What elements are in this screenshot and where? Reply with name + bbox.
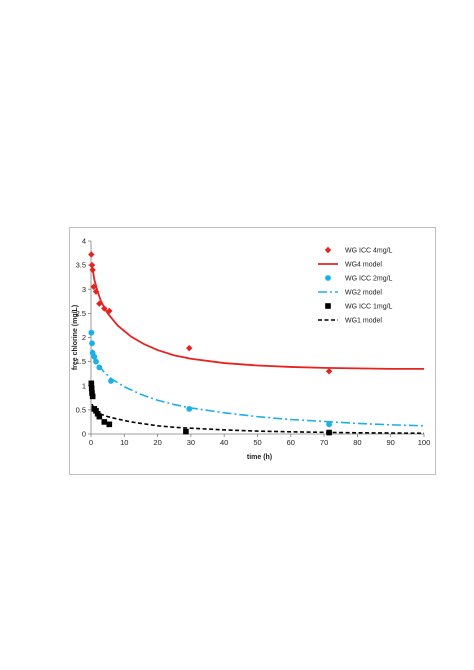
data-point (92, 288, 100, 295)
legend-label: WG ICC 4mg/L (345, 248, 393, 255)
data-point (90, 283, 97, 291)
y-tick-label: 1 (82, 381, 86, 390)
x-tick-label: 20 (153, 438, 161, 447)
chart-svg: 00.511.522.533.540 10 20 30 40 50 60 70 80 90 100 … (72, 237, 431, 462)
data-point (89, 340, 95, 347)
y-tick-label: 1.5 (76, 357, 86, 366)
legend-label: WG4 model (345, 262, 382, 269)
x-tick-label: 70 (320, 438, 328, 447)
data-point (96, 364, 103, 371)
data-point (89, 390, 95, 396)
data-point (91, 353, 98, 360)
data-point (96, 413, 103, 420)
data-point (93, 408, 99, 414)
y-tick-label: 3.5 (76, 261, 86, 270)
data-point (186, 406, 193, 412)
plot-area (88, 251, 425, 436)
data-point (186, 344, 193, 352)
y-tick-label: 2.5 (76, 309, 86, 318)
legend-marker (324, 246, 332, 254)
data-point (88, 261, 96, 269)
data-point (325, 368, 333, 375)
y-tick-label: 2 (82, 333, 86, 342)
y-axis-title: free chlorine (mg/L) (72, 305, 79, 370)
x-tick-label: 90 (387, 438, 395, 447)
legend-label: WG2 model (345, 290, 382, 297)
legend-marker (325, 303, 331, 309)
y-tick-label: 4 (82, 237, 86, 246)
data-point (89, 393, 96, 400)
series-line (91, 264, 424, 370)
data-point (88, 329, 95, 336)
data-point (101, 305, 108, 312)
data-point (96, 300, 103, 307)
y-tick-label: 0.5 (76, 405, 86, 414)
x-tick-label: 30 (187, 438, 195, 447)
data-point (88, 251, 95, 258)
axes: 00.511.522.533.540 10 20 30 40 50 60 70 80 90 100 (76, 237, 431, 448)
data-point (101, 419, 108, 425)
x-axis-title: time (h) (247, 454, 272, 461)
legend-marker (325, 275, 331, 281)
data-point (326, 421, 332, 428)
legend: WG ICC 4mg/L WG4 model WG ICC 2mg/L WG2 mod… (318, 246, 393, 325)
legend-label: WG1 model (345, 318, 382, 325)
data-point (326, 429, 332, 436)
data-point (93, 358, 99, 365)
data-point (88, 380, 95, 387)
x-tick-label: 10 (120, 438, 128, 447)
legend-label: WG ICC 1mg/L (345, 304, 393, 311)
y-tick-label: 0 (82, 430, 86, 439)
x-tick-label: 100 (418, 438, 431, 447)
x-tick-label: 80 (353, 438, 361, 447)
chart-frame: 0 0.5 1 1.5 2 2.5 3 3.5 4 0 10 20 30 40 50 60 70 80 90 100 … (69, 227, 436, 475)
x-tick-label: 50 (253, 438, 261, 447)
x-tick-label: 60 (287, 438, 295, 447)
y-tick-label: 3 (82, 285, 86, 294)
data-point (106, 421, 113, 428)
legend-label: WG ICC 2mg/L (345, 276, 393, 283)
data-point (88, 385, 95, 391)
series-line (91, 403, 425, 435)
series-line (91, 349, 425, 427)
data-point (94, 410, 101, 417)
x-tick-label: 0 (89, 438, 93, 447)
data-point (89, 266, 96, 274)
data-point (108, 378, 114, 384)
data-point (183, 428, 189, 435)
data-point (106, 307, 113, 315)
x-tick-label: 40 (220, 438, 228, 447)
